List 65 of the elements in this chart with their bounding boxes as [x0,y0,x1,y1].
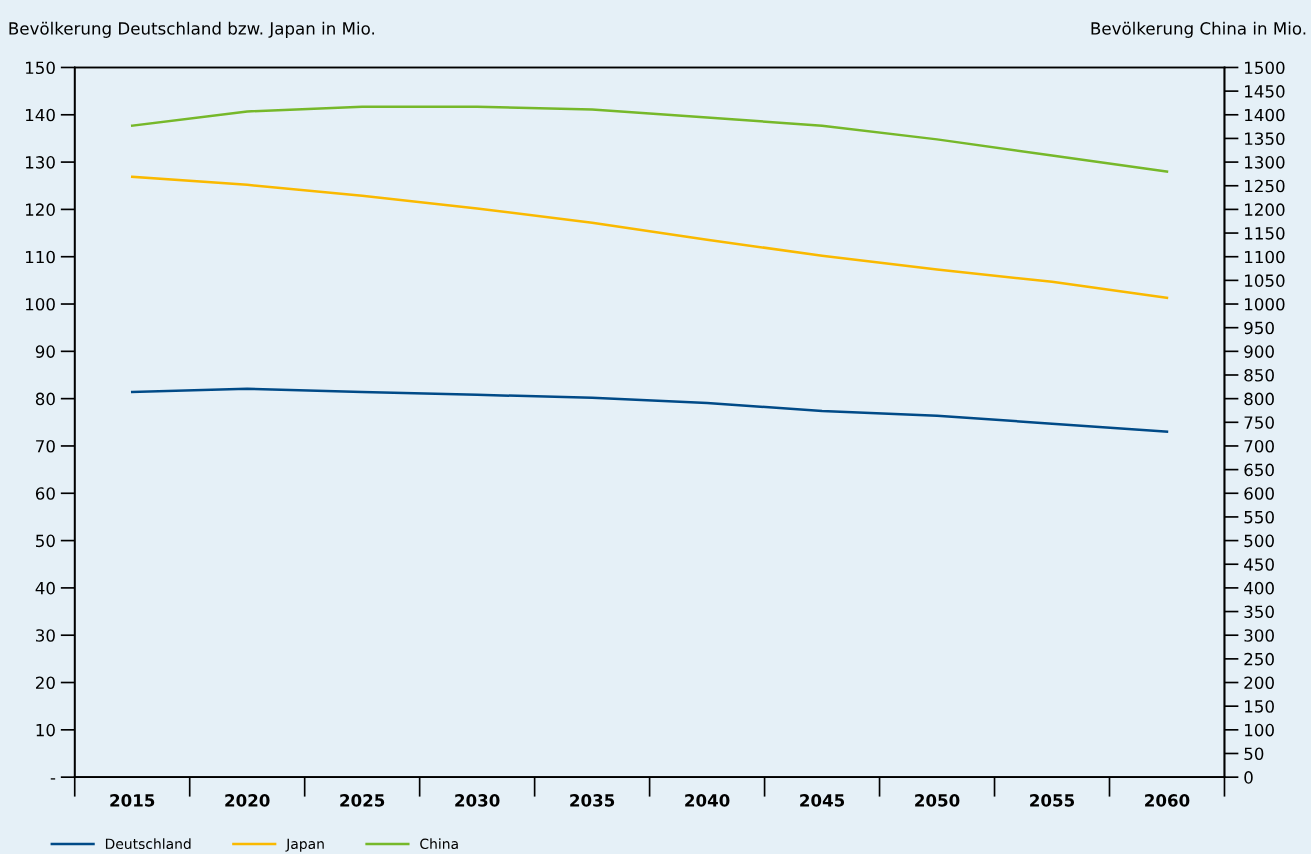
y-tick-label: 60 [35,487,55,500]
y2-tick-label: 900 [1244,345,1274,358]
y-tick-label: 150 [26,61,55,75]
line-series [130,175,1169,300]
y2-tick-label: 50 [1244,747,1264,761]
y2-tick-label: 750 [1244,416,1274,429]
x-tick-label: 2025 [340,794,385,807]
y-tick-label: 10 [36,723,55,737]
y-tick-label: 50 [36,534,55,548]
y2-tick-label: 700 [1244,439,1274,453]
legend-label: Japan [285,838,324,852]
y-tick-label: 70 [36,439,55,453]
legend-label: China [420,838,458,850]
x-tick-label: 2020 [225,794,270,807]
legend-label: Deutschland [105,838,191,850]
y2-axis-title: Bevölkerung China in Mio. [1091,21,1306,38]
y2-tick-label: 1000 [1245,297,1285,311]
y2-tick-label: 400 [1244,581,1274,595]
y-tick-label: 20 [35,676,55,690]
x-tick-label: 2055 [1030,794,1075,807]
y2-tick-label: 1200 [1245,203,1285,216]
y2-tick-label: 1250 [1245,179,1285,193]
y2-tick-label: 450 [1244,558,1274,571]
y2-tick-label: 1500 [1245,61,1285,75]
y-tick-label: 140 [26,108,55,122]
y2-tick-label: 200 [1244,676,1274,690]
x-tick-label: 2015 [110,794,155,807]
y2-tick-label: 550 [1244,510,1274,524]
y-tick-label: - [50,778,56,780]
y2-tick-label: 350 [1244,605,1274,619]
x-tick-label: 2040 [685,794,730,807]
y2-tick-label: 500 [1244,534,1274,548]
line-series [130,105,1169,173]
y2-tick-label: 600 [1244,487,1274,500]
y-tick-label: 30 [36,629,55,642]
y-tick-label: 120 [26,203,55,216]
y2-tick-label: 0 [1244,771,1253,784]
y2-tick-label: 100 [1245,723,1274,737]
x-tick-label: 2045 [800,794,845,807]
y2-tick-label: 1350 [1245,132,1285,145]
x-tick-label: 2035 [570,794,615,807]
y-tick-label: 40 [35,581,55,595]
y-tick-label: 110 [26,250,55,264]
y-tick-label: 130 [26,156,55,169]
x-tick-label: 2030 [455,794,500,807]
y2-tick-label: 1150 [1245,227,1285,240]
y2-tick-label: 1300 [1245,156,1285,169]
x-tick-label: 2050 [915,794,960,807]
y-tick-label: 100 [26,297,55,311]
y2-tick-label: 250 [1244,652,1274,666]
y2-tick-label: 1450 [1245,85,1285,98]
y2-tick-label: 1100 [1245,250,1285,264]
y2-tick-label: 850 [1244,368,1274,382]
y-tick-label: 80 [35,392,55,406]
line-series [130,387,1169,434]
y2-tick-label: 150 [1245,700,1274,713]
x-tick-label: 2060 [1145,794,1190,807]
y2-tick-label: 1400 [1245,108,1285,122]
y-tick-label: 90 [35,345,55,358]
y2-tick-label: 800 [1244,392,1274,406]
y-axis-title: Bevölkerung Deutschland bzw. Japan in Mio. [9,21,374,38]
y2-tick-label: 950 [1244,321,1274,335]
y2-tick-label: 300 [1244,629,1274,642]
y2-tick-label: 650 [1244,463,1274,477]
y2-tick-label: 1050 [1245,274,1285,287]
